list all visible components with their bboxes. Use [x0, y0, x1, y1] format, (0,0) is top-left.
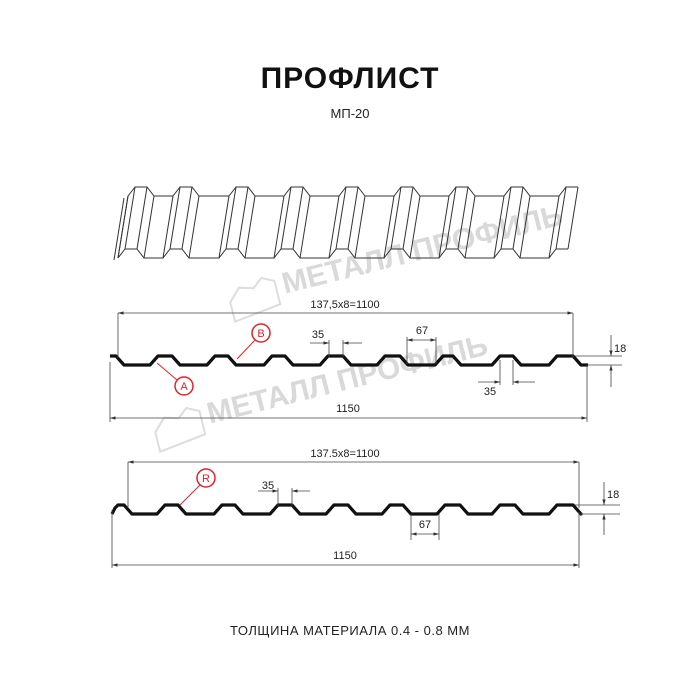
sheet-fold-line: [464, 195, 476, 259]
isometric-sheet: [113, 186, 579, 261]
sheet-fold-line: [354, 195, 366, 259]
sheet-fold-line: [493, 195, 505, 259]
sheet-fold-line: [409, 195, 421, 259]
sheet-fold-line: [273, 195, 285, 259]
sheet-fold-line: [390, 186, 402, 250]
sheet-fold-line: [143, 195, 155, 259]
pitch-dimension: 137.5x8=1100: [310, 448, 379, 460]
pitch-dimension: 137,5x8=1100: [310, 299, 379, 311]
sheet-fold-line: [218, 195, 230, 259]
sheet-fold-line: [244, 195, 256, 259]
bottom-width-dimension: 35: [484, 386, 496, 398]
sheet-fold-line: [292, 186, 304, 250]
marker-r: R: [179, 468, 216, 506]
width-dimension: 1150: [333, 550, 357, 562]
sheet-fold-line: [162, 195, 174, 259]
sheet-fold-line: [237, 186, 249, 250]
svg-text:R: R: [202, 473, 210, 485]
profile-a: 137,5x8=1100 1150 35 67 35 18 A B: [109, 299, 626, 422]
page-subtitle: МП-20: [331, 106, 370, 121]
height-dimension: 18: [614, 343, 626, 355]
sheet-fold-line: [500, 186, 512, 250]
marker-b: B: [236, 323, 271, 360]
width-dimension: 1150: [336, 403, 360, 415]
sheet-fold-line: [438, 195, 450, 259]
sheet-fold-line: [519, 195, 531, 259]
sheet-fold-line: [117, 195, 129, 259]
sheet-fold-line: [457, 186, 469, 250]
sheet-fold-line: [328, 195, 340, 259]
sheet-fold-line: [136, 186, 148, 250]
watermark-top: МЕТАЛЛ ПРОФИЛЬ: [229, 199, 567, 323]
sheet-fold-line: [548, 195, 560, 259]
watermark-middle: МЕТАЛЛ ПРОФИЛЬ: [154, 329, 492, 453]
sheet-fold-line: [181, 186, 193, 250]
sheet-fold-line: [402, 186, 414, 250]
sheet-fold-line: [445, 186, 457, 250]
sheet-fold-line: [225, 186, 237, 250]
sheet-fold-line: [280, 186, 292, 250]
svg-text:B: B: [257, 328, 264, 340]
top-width-dimension: 35: [312, 329, 324, 341]
sheet-fold-line: [383, 195, 395, 259]
svg-text:МЕТАЛЛ ПРОФИЛЬ: МЕТАЛЛ ПРОФИЛЬ: [204, 329, 492, 431]
svg-text:A: A: [180, 381, 188, 393]
sheet-edge-lip: [113, 197, 125, 261]
sheet-fold-line: [188, 195, 200, 259]
marker-a: A: [156, 362, 194, 396]
sheet-fold-line: [347, 186, 359, 250]
rib-width-dimension: 67: [416, 325, 428, 337]
sheet-fold-line: [299, 195, 311, 259]
svg-text:МЕТАЛЛ ПРОФИЛЬ: МЕТАЛЛ ПРОФИЛЬ: [279, 199, 567, 301]
sheet-fold-line: [555, 186, 567, 250]
rib-width-dimension: 67: [419, 519, 431, 531]
sheet-fold-line: [169, 186, 181, 250]
top-width-dimension: 35: [262, 480, 274, 492]
page-title: ПРОФЛИСТ: [261, 62, 440, 95]
sheet-fold-line: [335, 186, 347, 250]
profile-b: 137.5x8=1100 1150 35 67 18 R: [110, 448, 620, 568]
sheet-fold-line: [124, 186, 136, 250]
height-dimension: 18: [607, 489, 619, 501]
sheet-fold-line: [567, 186, 579, 250]
sheet-fold-line: [512, 186, 524, 250]
material-thickness-note: ТОЛЩИНА МАТЕРИАЛА 0.4 - 0.8 ММ: [230, 623, 470, 638]
